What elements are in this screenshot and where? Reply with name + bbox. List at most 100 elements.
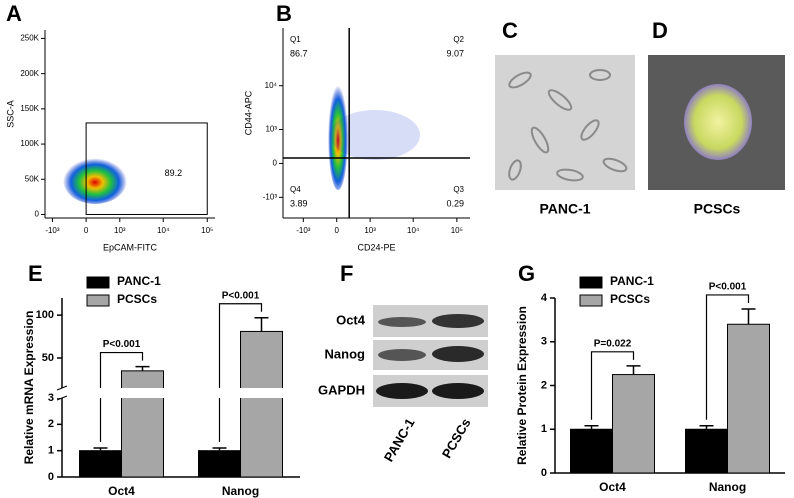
bar [570, 428, 613, 474]
panel-letter: F [340, 261, 353, 286]
x-tick-label: Nanog [222, 484, 259, 498]
significance-bracket [590, 351, 635, 420]
x-tick-label: 10⁴ [157, 226, 170, 235]
x-axis-label: EpCAM-FITC [103, 242, 158, 252]
blot-column-label: PCSCs [439, 416, 474, 461]
break-mark [56, 395, 68, 401]
y-tick-label: 3 [48, 392, 54, 404]
blot-row-label: Oct4 [336, 312, 366, 327]
legend-label: PANC-1 [610, 274, 654, 288]
x-tick-label: 0 [334, 226, 339, 235]
blot-column-label: PANC-1 [381, 416, 418, 465]
significance-label: P<0.001 [222, 290, 260, 301]
y-tick-label: 50 [42, 352, 54, 364]
image-label: PANC-1 [539, 201, 590, 217]
y-tick-label: -10³ [263, 192, 278, 201]
panel-letter: D [652, 18, 668, 43]
y-tick-label: 0 [48, 471, 54, 483]
panel-letter: G [518, 261, 535, 286]
quadrant-percent: 86.7 [290, 48, 308, 58]
x-axis-label: CD24-PE [357, 242, 395, 252]
gate-percent: 89.2 [165, 168, 183, 178]
x-tick-label: -10³ [296, 226, 311, 235]
density-cloud [63, 156, 127, 204]
x-tick-label: -10³ [45, 226, 60, 235]
y-tick-label: 200K [20, 69, 39, 78]
y-tick-label: 0 [541, 467, 547, 479]
legend-label: PANC-1 [117, 274, 161, 288]
legend-swatch [579, 294, 603, 307]
error-bar [254, 316, 269, 332]
significance-label: P<0.001 [103, 339, 141, 350]
axis-break [54, 388, 302, 398]
break-mark [56, 385, 68, 391]
error-bar [93, 447, 108, 451]
legend-swatch [86, 276, 110, 289]
y-axis-label: SSC-A [5, 100, 15, 128]
y-tick-label: 50K [25, 174, 40, 183]
y-tick-label: 100 [36, 309, 54, 321]
significance-label: P<0.001 [709, 282, 747, 293]
y-tick-label: 0 [35, 210, 40, 219]
quadrant-percent: 0.29 [446, 198, 464, 208]
bar [198, 450, 241, 478]
bar [121, 370, 164, 478]
y-axis-label: Relative mRNA Expression [22, 311, 36, 465]
legend-label: PCSCs [610, 292, 650, 306]
blot-row-label: Nanog [325, 346, 366, 361]
x-tick-label: 10⁴ [407, 226, 420, 235]
legend-swatch [86, 294, 110, 307]
legend-swatch [579, 276, 603, 289]
quadrant-name: Q1 [290, 35, 301, 44]
panel-letter: A [6, 1, 22, 26]
bar [612, 374, 655, 474]
image-label: PCSCs [694, 201, 741, 217]
y-tick-label: 2 [541, 379, 547, 391]
y-tick-label: 0 [273, 159, 278, 168]
quadrant-percent: 9.07 [446, 48, 464, 58]
error-bar [584, 425, 599, 430]
x-tick-label: 10⁵ [201, 226, 213, 235]
x-tick-label: 10³ [114, 226, 126, 235]
y-tick-label: 1 [541, 423, 547, 435]
density-cloud [328, 80, 348, 190]
western-blot [373, 305, 488, 407]
micrograph [495, 55, 635, 190]
x-tick-label: Oct4 [108, 484, 135, 498]
y-tick-label: 1 [48, 445, 54, 457]
y-tick-label: 100K [20, 139, 39, 148]
y-tick-label: 10⁴ [265, 81, 278, 90]
legend-label: PCSCs [117, 292, 157, 306]
y-axis-label: CD44-APC [243, 90, 253, 135]
y-tick-label: 250K [20, 34, 39, 43]
quadrant-name: Q4 [290, 185, 301, 194]
x-tick-label: 10⁵ [451, 226, 463, 235]
cells [508, 69, 628, 182]
panel-letter: B [276, 1, 292, 26]
quadrant-percent: 3.89 [290, 198, 308, 208]
density-cloud [330, 110, 420, 160]
y-tick-label: 4 [541, 292, 548, 304]
bar [240, 330, 283, 478]
quadrant-name: Q3 [453, 185, 464, 194]
panel-letter: C [502, 18, 518, 43]
bar [685, 428, 728, 474]
gate [85, 122, 208, 215]
y-tick-label: 3 [541, 336, 547, 348]
significance-bracket [218, 303, 263, 443]
y-tick-label: 150K [20, 104, 39, 113]
x-tick-label: Nanog [709, 480, 746, 494]
y-tick-label: 10³ [265, 125, 277, 134]
x-tick-label: 0 [84, 226, 89, 235]
significance-label: P=0.022 [594, 338, 632, 349]
x-tick-label: 10³ [364, 226, 376, 235]
error-bar [626, 365, 641, 375]
error-bar [741, 308, 756, 325]
error-bar [699, 425, 714, 430]
error-bar [135, 365, 150, 371]
quadrant-name: Q2 [453, 35, 464, 44]
y-tick-label: 2 [48, 418, 54, 430]
bar [79, 450, 122, 478]
blot-row-label: GAPDH [318, 382, 365, 397]
